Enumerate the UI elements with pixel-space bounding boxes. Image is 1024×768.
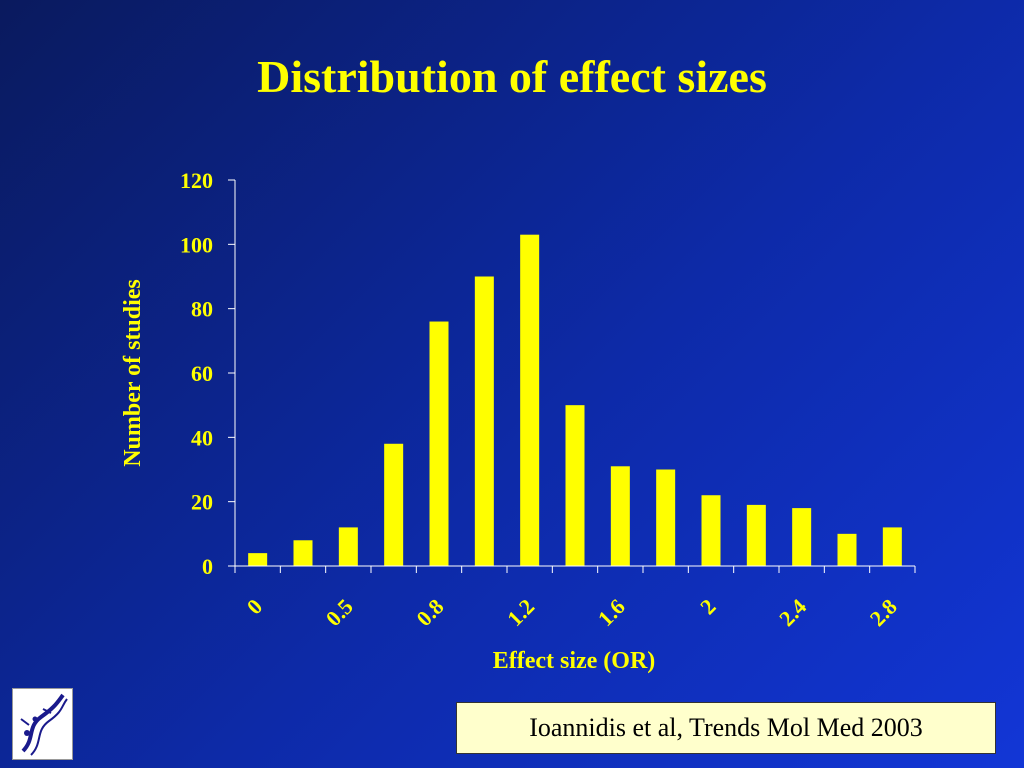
bar (293, 540, 313, 566)
y-tick-label: 100 (180, 232, 213, 257)
y-tick-label: 120 (180, 168, 213, 193)
bar (792, 508, 812, 566)
dna-helix-logo-icon (12, 688, 73, 760)
bar (520, 234, 540, 566)
x-tick-label: 0 (242, 594, 267, 619)
y-tick-label: 60 (191, 361, 213, 386)
x-tick-label: 0.5 (321, 594, 358, 631)
y-axis-title: Number of studies (120, 279, 146, 467)
y-tick-label: 40 (191, 425, 213, 450)
citation-box: Ioannidis et al, Trends Mol Med 2003 (456, 702, 996, 754)
bar (248, 553, 268, 566)
y-tick-label: 20 (191, 490, 213, 515)
x-tick-label: 2 (695, 594, 720, 619)
page-title: Distribution of effect sizes (257, 51, 767, 102)
x-tick-label: 1.2 (502, 594, 539, 631)
bar (837, 533, 857, 566)
bars-layer (248, 234, 902, 566)
y-tick-label: 80 (191, 297, 213, 322)
x-tick-label: 2.4 (774, 594, 811, 631)
x-tick-label: 1.6 (593, 594, 630, 631)
bar (338, 527, 358, 566)
bar (610, 466, 630, 566)
axes-layer (228, 179, 916, 573)
x-axis-title: Effect size (OR) (493, 648, 656, 674)
bar (656, 469, 676, 566)
y-tick-label: 0 (202, 554, 213, 579)
bar (384, 443, 404, 566)
bar (429, 321, 449, 566)
x-tick-label: 2.8 (865, 594, 902, 631)
bar (565, 405, 585, 566)
bar (474, 276, 494, 566)
bar (701, 495, 721, 566)
x-tick-label: 0.8 (411, 594, 448, 631)
bar (882, 527, 902, 566)
bar (746, 504, 766, 566)
